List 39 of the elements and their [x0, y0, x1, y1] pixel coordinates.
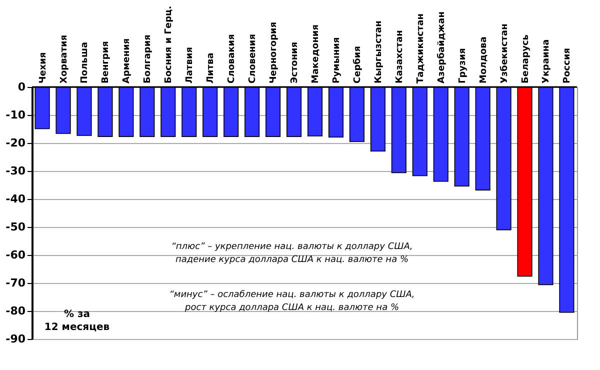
- x-tick-label: Грузия: [458, 48, 468, 84]
- y-tick-label: 0: [18, 80, 26, 94]
- x-tick-label: Кыргызстан: [374, 20, 384, 84]
- x-tick-label: Македония: [310, 24, 321, 84]
- x-tick-label: Узбекистан: [498, 24, 510, 84]
- x-tick-label: Беларусь: [520, 34, 531, 84]
- annotation: “минус” – ослабление нац. валюты к доллару США, рост курса доллара США к нац. валюте на %: [169, 290, 415, 313]
- y-tick-label: -30: [6, 164, 26, 178]
- x-tick-label: Венгрия: [101, 40, 112, 84]
- annotation: % за 12 месяцев: [44, 309, 110, 333]
- x-tick-label: Словения: [248, 34, 258, 84]
- x-tick-label: Казахстан: [394, 30, 405, 84]
- x-tick-label: Эстония: [290, 42, 300, 84]
- x-tick-label: Молдова: [478, 36, 489, 84]
- x-tick-label: Армения: [122, 38, 132, 84]
- x-tick-label: Польша: [80, 42, 90, 84]
- x-tick-label: Россия: [562, 48, 573, 84]
- x-tick-label: Словакия: [227, 34, 238, 84]
- y-tick-label: -20: [6, 136, 26, 150]
- y-tick-label: -90: [6, 332, 26, 346]
- x-tick-label: Литва: [206, 52, 216, 84]
- y-tick-label: -10: [6, 108, 26, 122]
- y-tick-label: -40: [6, 192, 26, 206]
- x-tick-label: Хорватия: [59, 34, 70, 84]
- x-tick-label: Болгария: [143, 34, 154, 84]
- x-tick-label: Румыния: [332, 37, 342, 84]
- x-tick-label: Азербайджан: [436, 12, 447, 84]
- y-tick-label: -70: [6, 276, 26, 290]
- y-tick-label: -80: [6, 304, 26, 318]
- x-tick-label: Босния и Герц.: [164, 6, 174, 84]
- y-tick-label: -50: [6, 220, 26, 234]
- x-tick-label: Латвия: [185, 46, 196, 84]
- x-tick-label: Чехия: [38, 52, 48, 84]
- annotation: “плюс” – укрепление нац. валюты к доллару США, падение курса доллара США к нац. валюте на %: [171, 242, 413, 265]
- x-tick-label: Сербия: [352, 46, 363, 84]
- x-tick-label: Таджикистан: [416, 13, 426, 84]
- x-tick-label: Черногория: [269, 22, 280, 84]
- x-tick-label: Украина: [542, 39, 552, 84]
- y-tick-label: -60: [6, 248, 26, 262]
